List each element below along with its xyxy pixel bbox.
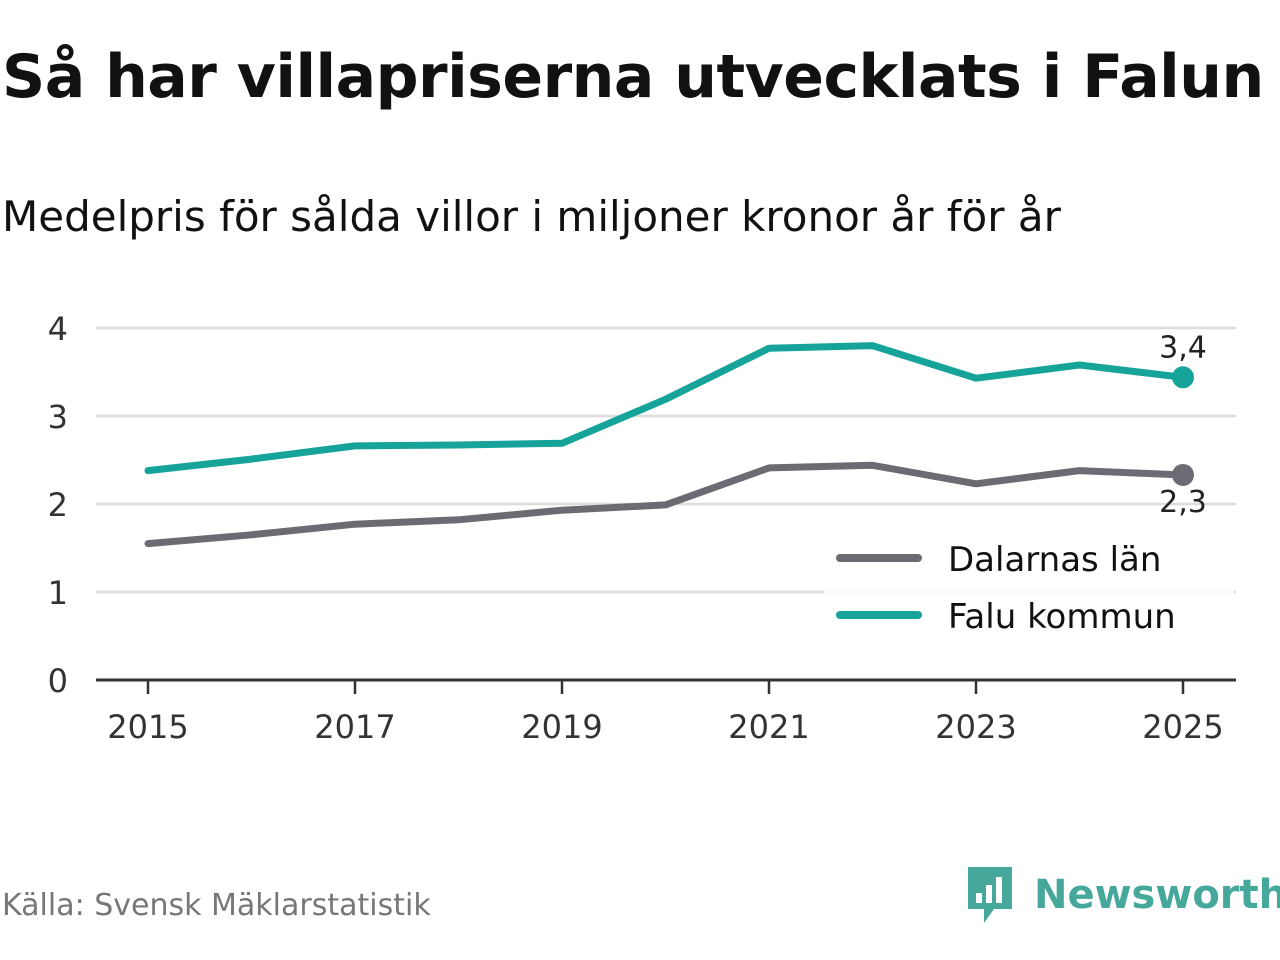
series-end-marker-dalarnas-l-n [1172, 463, 1194, 486]
x-tick-label: 2017 [314, 708, 395, 746]
brand-name: Newsworthy [1034, 872, 1280, 918]
series-line-dalarnas-l-n [144, 461, 1187, 548]
y-tick-label: 1 [48, 574, 68, 612]
series-end-label-falu-kommun: 3,4 [1159, 330, 1207, 365]
newsworthy-logo-icon [968, 867, 1012, 923]
x-tick-label: 2025 [1142, 708, 1223, 746]
x-tick-label: 2021 [728, 708, 809, 746]
brand-logo: Newsworthy [964, 862, 1280, 928]
legend-label: Dalarnas län [948, 540, 1161, 580]
chart-title: Så har villapriserna utvecklats i Falun [2, 42, 1264, 112]
x-tick-label: 2019 [521, 708, 602, 746]
series-end-label-dalarnas-l-n: 2,3 [1159, 485, 1207, 520]
y-tick-label: 4 [48, 310, 68, 348]
y-tick-label: 2 [48, 486, 68, 524]
legend-box [824, 526, 1234, 638]
chart-subtitle: Medelpris för sålda villor i miljoner kr… [2, 192, 1061, 241]
series-line-falu-kommun [144, 342, 1187, 475]
x-tick-label: 2015 [107, 708, 188, 746]
y-tick-label: 0 [48, 662, 68, 700]
source-note: Källa: Svensk Mäklarstatistik [2, 888, 431, 923]
x-tick-label: 2023 [935, 708, 1016, 746]
series-end-marker-falu-kommun [1172, 366, 1194, 389]
legend-label: Falu kommun [948, 597, 1176, 637]
y-tick-label: 3 [48, 398, 68, 436]
